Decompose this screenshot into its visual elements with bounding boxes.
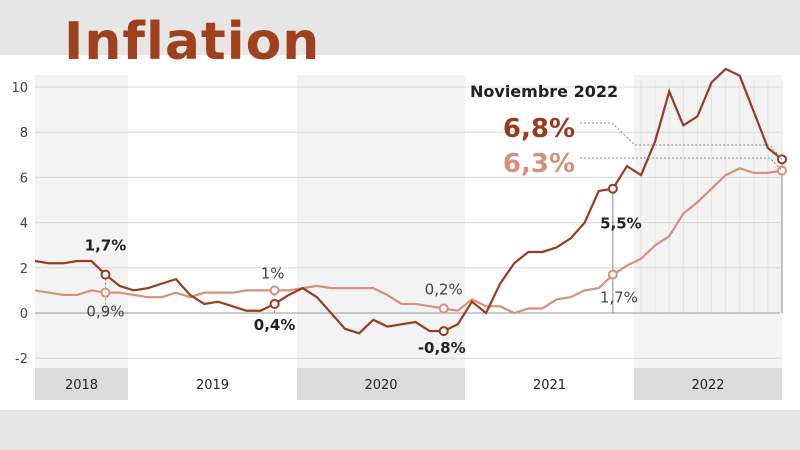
data-point-marker xyxy=(607,183,618,194)
data-label: 0,4% xyxy=(254,316,296,334)
year-label-bg xyxy=(35,368,128,400)
y-tick-label: 2 xyxy=(20,262,28,277)
y-tick-label: 8 xyxy=(20,126,28,141)
data-point-marker xyxy=(438,326,449,337)
x-tick-label: 2019 xyxy=(196,378,229,393)
end-point-marker xyxy=(777,165,787,176)
callout-value: 6,3% xyxy=(503,149,575,179)
x-tick-label: 2021 xyxy=(533,378,566,393)
year-band xyxy=(35,75,128,400)
series-line xyxy=(34,67,783,335)
year-label-bg xyxy=(634,368,782,400)
data-point-marker xyxy=(438,303,449,314)
y-tick-label: 6 xyxy=(20,171,28,186)
year-band xyxy=(634,75,782,400)
y-tick-label: 10 xyxy=(11,81,28,96)
chart-title: Inflation xyxy=(64,12,321,72)
data-label: -0,8% xyxy=(418,339,466,357)
y-tick-label: 0 xyxy=(20,307,28,322)
year-label-bg xyxy=(465,368,634,400)
year-label-bg xyxy=(297,368,465,400)
callout-heading: Noviembre 2022 xyxy=(470,82,618,101)
data-label: 5,5% xyxy=(600,215,642,233)
data-label: 1% xyxy=(261,264,285,282)
data-label: 1,7% xyxy=(85,237,127,255)
x-tick-label: 2018 xyxy=(65,378,98,393)
x-tick-label: 2020 xyxy=(364,378,397,393)
data-point-marker xyxy=(607,269,618,280)
x-tick-label: 2022 xyxy=(691,378,724,393)
callout-leader xyxy=(580,157,783,171)
data-label: 1,7% xyxy=(600,289,638,307)
y-tick-label: 4 xyxy=(20,217,28,232)
data-label: 0,2% xyxy=(425,280,463,298)
year-label-bg xyxy=(128,368,297,400)
y-tick-label: -2 xyxy=(15,352,28,367)
data-point-marker xyxy=(269,285,280,296)
data-point-marker xyxy=(100,269,111,280)
data-point-marker xyxy=(269,298,280,309)
year-band xyxy=(297,75,465,400)
data-label: 0,9% xyxy=(86,303,124,321)
callout-leader xyxy=(580,122,783,160)
callout-value: 6,8% xyxy=(503,114,575,144)
data-point-marker xyxy=(100,287,111,298)
series-line xyxy=(34,167,783,315)
